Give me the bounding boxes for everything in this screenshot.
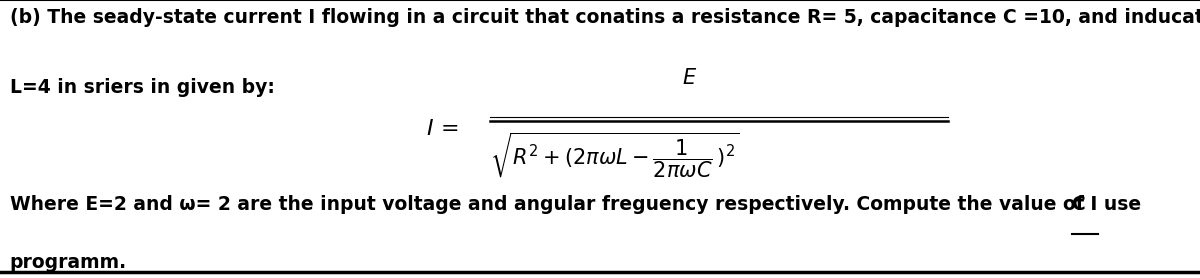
Text: $\sqrt{R^2 + (2\pi\omega L - \dfrac{1}{2\pi\omega C}\,)^{2}}$: $\sqrt{R^2 + (2\pi\omega L - \dfrac{1}{2…: [490, 131, 739, 180]
Text: programm.: programm.: [10, 253, 127, 272]
Text: Where E=2 and ω= 2 are the input voltage and angular freguency respectively. Com: Where E=2 and ω= 2 are the input voltage…: [10, 195, 1147, 214]
Text: C: C: [1072, 195, 1085, 214]
Text: (b) The seady-state current I flowing in a circuit that conatins a resistance R=: (b) The seady-state current I flowing in…: [10, 8, 1200, 27]
Text: L=4 in sriers in given by:: L=4 in sriers in given by:: [10, 78, 275, 97]
Text: $I\,=$: $I\,=$: [426, 119, 458, 139]
Text: $E$: $E$: [683, 68, 697, 88]
